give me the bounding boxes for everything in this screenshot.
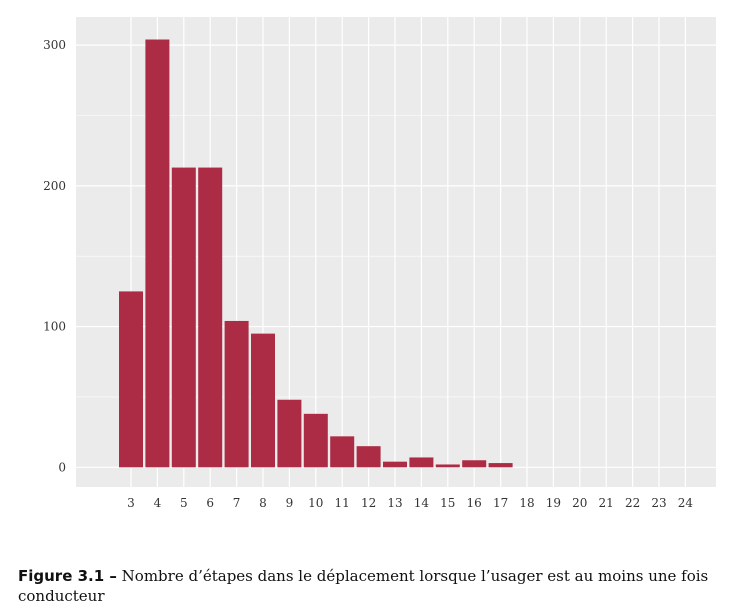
- x-tick-label: 18: [519, 496, 534, 510]
- x-tick-label: 19: [546, 496, 561, 510]
- x-tick-label: 7: [233, 496, 241, 510]
- bar-9: [277, 399, 302, 468]
- bar-6: [198, 167, 223, 468]
- x-tick-label: 3: [127, 496, 135, 510]
- bar-15: [435, 464, 460, 468]
- bar-12: [356, 446, 381, 468]
- bar-13: [383, 461, 407, 468]
- x-tick-label: 6: [206, 496, 214, 510]
- bar-17: [488, 463, 513, 468]
- x-tick-label: 10: [308, 496, 323, 510]
- bar-4: [145, 39, 170, 468]
- y-tick-label: 0: [58, 460, 66, 474]
- y-tick-label: 300: [43, 38, 66, 52]
- bar-3: [119, 291, 143, 468]
- x-tick-label: 17: [493, 496, 508, 510]
- x-tick-label: 24: [678, 496, 694, 510]
- bar-11: [330, 436, 355, 468]
- bar-7: [224, 320, 249, 468]
- bar-8: [251, 333, 275, 468]
- caption-label: Figure 3.1 –: [18, 567, 117, 585]
- x-tick-label: 5: [180, 496, 188, 510]
- bar-series: [119, 39, 513, 468]
- bar-chart: 0 100 200 300 3 4 5 6 7 8 9 10 11 12 13 14 15 16 17 18 19 20 2…: [43, 17, 716, 510]
- x-tick-label: 16: [467, 496, 482, 510]
- x-tick-label: 9: [286, 496, 294, 510]
- y-tick-label: 100: [43, 320, 66, 334]
- y-tick-label: 200: [43, 179, 66, 193]
- bar-16: [462, 460, 487, 468]
- x-tick-label: 14: [414, 496, 430, 510]
- bar-10: [303, 413, 328, 468]
- x-tick-label: 8: [259, 496, 267, 510]
- x-tick-label: 11: [335, 496, 350, 510]
- bar-5: [171, 167, 196, 468]
- x-tick-label: 4: [154, 496, 162, 510]
- x-tick-label: 12: [361, 496, 376, 510]
- bar-14: [409, 457, 434, 468]
- x-tick-label: 21: [599, 496, 614, 510]
- x-tick-label: 15: [440, 496, 455, 510]
- x-tick-label: 23: [651, 496, 666, 510]
- axis-labels: 0 100 200 300 3 4 5 6 7 8 9 10 11 12 13 14 15 16 17 18 19 20 2…: [43, 38, 693, 510]
- figure-caption: Figure 3.1 – Nombre d’étapes dans le dép…: [18, 566, 743, 606]
- caption-text: Nombre d’étapes dans le déplacement lors…: [18, 567, 709, 605]
- x-tick-label: 22: [625, 496, 640, 510]
- x-tick-label: 13: [387, 496, 402, 510]
- x-tick-label: 20: [572, 496, 587, 510]
